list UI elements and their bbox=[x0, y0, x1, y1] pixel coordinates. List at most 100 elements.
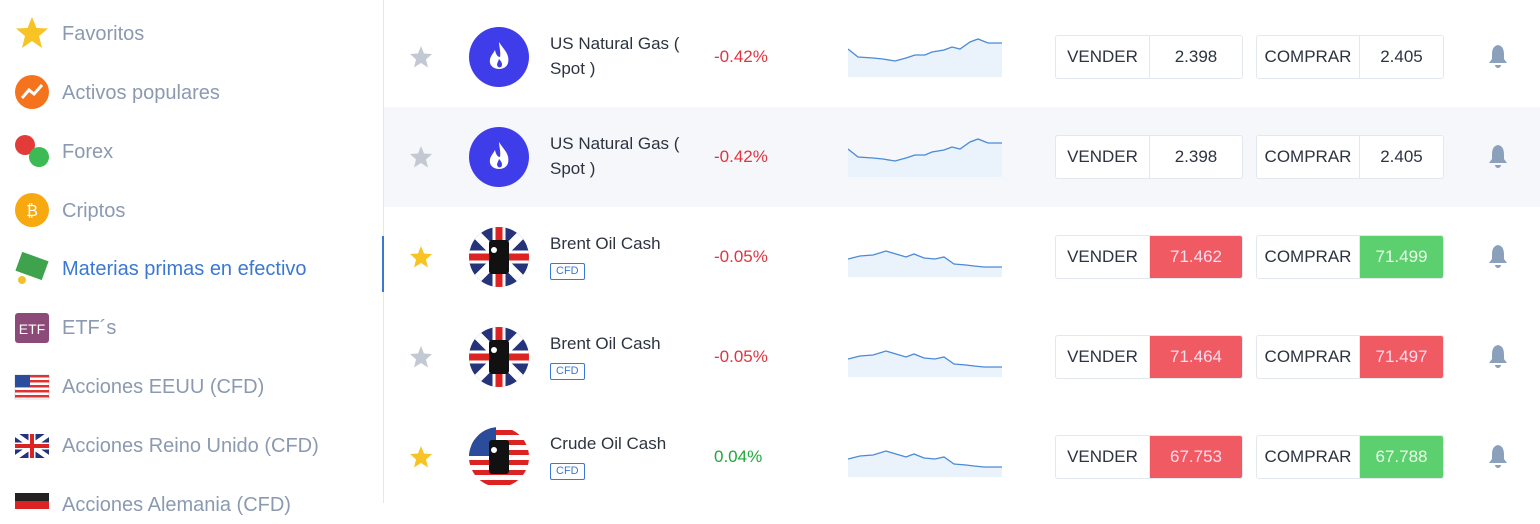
nav-item[interactable]: Acciones Alemania (CFD) bbox=[0, 484, 383, 524]
favorite-star[interactable] bbox=[409, 345, 433, 369]
bell-shape bbox=[1489, 445, 1507, 468]
asset-name: Brent Oil Cash bbox=[550, 234, 661, 253]
bell-shape bbox=[1489, 45, 1507, 68]
asset-name-block: Brent Oil Cash CFD bbox=[550, 331, 700, 381]
buy-button[interactable]: COMPRAR 67.788 bbox=[1256, 435, 1444, 479]
nav-label: Forex bbox=[62, 141, 114, 163]
sparkline bbox=[848, 137, 1002, 177]
nav-item[interactable]: ₿ Criptos bbox=[0, 190, 383, 230]
asset-icon bbox=[469, 27, 529, 87]
bell-shape bbox=[1489, 345, 1507, 368]
nav-item[interactable]: Acciones Reino Unido (CFD) bbox=[0, 425, 383, 465]
asset-name-block: US Natural Gas ( Spot ) bbox=[550, 31, 700, 81]
cfd-badge: CFD bbox=[550, 463, 585, 480]
asset-name-block: Crude Oil Cash CFD bbox=[550, 431, 700, 481]
icon bbox=[15, 493, 49, 509]
sell-label: VENDER bbox=[1067, 247, 1138, 266]
alert-bell[interactable] bbox=[1486, 243, 1512, 269]
nav-label: Acciones Reino Unido (CFD) bbox=[62, 435, 319, 457]
sparkline bbox=[848, 337, 1002, 377]
asset-row: US Natural Gas ( Spot ) -0.42% VENDER 2.398… bbox=[384, 107, 1540, 207]
sell-price: 2.398 bbox=[1149, 136, 1242, 178]
icon: ETF bbox=[15, 313, 49, 343]
alert-bell[interactable] bbox=[1486, 43, 1512, 69]
buy-label: COMPRAR bbox=[1264, 347, 1352, 366]
asset-name: US Natural Gas ( Spot ) bbox=[550, 134, 680, 178]
nav-label: Activos populares bbox=[62, 82, 220, 104]
sparkline-shape bbox=[848, 139, 1002, 177]
buy-price: 67.788 bbox=[1359, 436, 1443, 478]
asset-name: Crude Oil Cash bbox=[550, 434, 667, 453]
buy-label: COMPRAR bbox=[1264, 447, 1352, 466]
icon bbox=[16, 17, 48, 48]
buy-price: 2.405 bbox=[1359, 36, 1443, 78]
favorite-star[interactable] bbox=[409, 145, 433, 169]
sell-button[interactable]: VENDER 71.464 bbox=[1055, 335, 1243, 379]
sell-label: VENDER bbox=[1067, 447, 1138, 466]
change: -0.42% bbox=[714, 147, 768, 166]
nav-label: ETF´s bbox=[62, 317, 117, 339]
asset-row: Brent Oil Cash CFD -0.05% VENDER 71.464 COMPR… bbox=[384, 307, 1540, 407]
nav-item[interactable]: Favoritos bbox=[0, 13, 383, 53]
asset-name: US Natural Gas ( Spot ) bbox=[550, 34, 680, 78]
svg-text:ETF: ETF bbox=[19, 321, 45, 337]
nav-item[interactable]: Acciones EEUU (CFD) bbox=[0, 366, 383, 406]
buy-button[interactable]: COMPRAR 71.497 bbox=[1256, 335, 1444, 379]
icon bbox=[15, 75, 49, 109]
nav-label: Criptos bbox=[62, 200, 126, 222]
star-shape bbox=[410, 346, 432, 368]
bell-shape bbox=[1489, 145, 1507, 168]
buy-button[interactable]: COMPRAR 2.405 bbox=[1256, 35, 1444, 79]
asset-name: Brent Oil Cash bbox=[550, 334, 661, 353]
alert-bell[interactable] bbox=[1486, 143, 1512, 169]
buy-price: 71.499 bbox=[1359, 236, 1443, 278]
nav-item[interactable]: ETF ETF´s bbox=[0, 307, 383, 347]
nav-item[interactable]: Activos populares bbox=[0, 72, 383, 112]
icon bbox=[15, 135, 49, 167]
asset-row: Crude Oil Cash CFD 0.04% VENDER 67.753 COMPRA… bbox=[384, 407, 1540, 507]
asset-name-block: US Natural Gas ( Spot ) bbox=[550, 131, 700, 181]
cfd-badge: CFD bbox=[550, 363, 585, 380]
star-shape bbox=[410, 146, 432, 168]
star-shape bbox=[410, 446, 432, 468]
sell-price: 71.464 bbox=[1149, 336, 1242, 378]
nav-label: Favoritos bbox=[62, 23, 145, 45]
sell-price: 2.398 bbox=[1149, 36, 1242, 78]
nav-item[interactable]: Materias primas en efectivo bbox=[0, 236, 384, 292]
sidebar: Favoritos Activos populares Forex ₿ Cript… bbox=[0, 0, 384, 516]
buy-label: COMPRAR bbox=[1264, 247, 1352, 266]
alert-bell[interactable] bbox=[1486, 343, 1512, 369]
icon: ₿ bbox=[15, 193, 49, 227]
nav-label: Acciones Alemania (CFD) bbox=[62, 494, 291, 516]
change: 0.04% bbox=[714, 447, 763, 466]
sparkline-shape bbox=[848, 39, 1002, 77]
star-shape bbox=[410, 246, 432, 268]
buy-button[interactable]: COMPRAR 2.405 bbox=[1256, 135, 1444, 179]
sell-button[interactable]: VENDER 2.398 bbox=[1055, 135, 1243, 179]
star-shape bbox=[410, 46, 432, 68]
sell-button[interactable]: VENDER 2.398 bbox=[1055, 35, 1243, 79]
bell-shape bbox=[1489, 245, 1507, 268]
asset-row: Brent Oil Cash CFD -0.05% VENDER 71.462 COMPR… bbox=[384, 207, 1540, 307]
sell-button[interactable]: VENDER 71.462 bbox=[1055, 235, 1243, 279]
nav-item[interactable]: Forex bbox=[0, 131, 383, 171]
favorite-star[interactable] bbox=[409, 245, 433, 269]
buy-price: 2.405 bbox=[1359, 136, 1443, 178]
buy-label: COMPRAR bbox=[1264, 47, 1352, 66]
favorite-star[interactable] bbox=[409, 445, 433, 469]
alert-bell[interactable] bbox=[1486, 443, 1512, 469]
svg-text:₿: ₿ bbox=[26, 202, 38, 220]
sparkline bbox=[848, 437, 1002, 477]
sell-button[interactable]: VENDER 67.753 bbox=[1055, 435, 1243, 479]
change: -0.05% bbox=[714, 347, 768, 366]
asset-icon bbox=[469, 327, 529, 387]
asset-icon bbox=[469, 427, 529, 487]
nav-label: Acciones EEUU (CFD) bbox=[62, 376, 265, 398]
buy-button[interactable]: COMPRAR 71.499 bbox=[1256, 235, 1444, 279]
favorite-star[interactable] bbox=[409, 45, 433, 69]
sparkline bbox=[848, 237, 1002, 277]
icon bbox=[14, 431, 50, 461]
buy-label: COMPRAR bbox=[1264, 147, 1352, 166]
nav-label: Materias primas en efectivo bbox=[62, 258, 307, 280]
